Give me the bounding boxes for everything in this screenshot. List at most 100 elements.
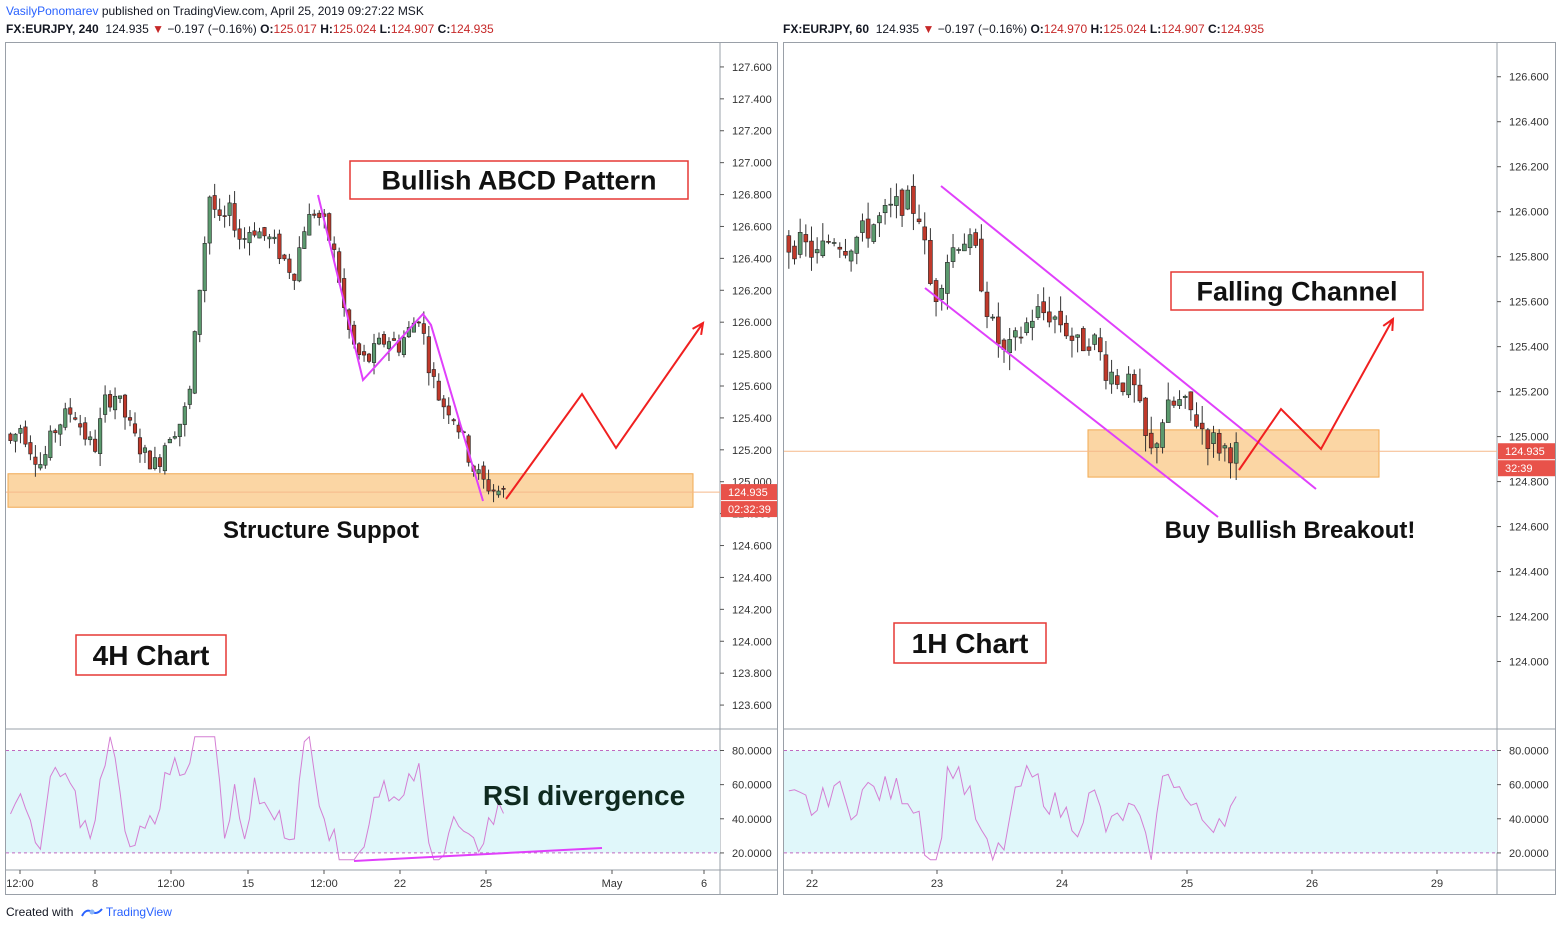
candle-body [357,343,362,355]
high-label: H: [320,22,333,36]
candle-body [367,353,372,362]
candle-body [277,233,282,260]
candle-body [257,231,262,239]
price-tick-label: 124.800 [1509,477,1549,489]
price-tick-label: 125.600 [1509,297,1549,309]
candle-body [312,213,317,216]
candle-body [272,236,277,240]
candle-body [1041,301,1046,314]
projection-arrow-head [692,321,705,336]
time-tick-label: 24 [1056,878,1068,890]
candle-body [73,417,78,420]
candle-body [899,189,905,216]
candle-body [446,405,451,416]
candle-body [481,465,486,480]
candle-body [486,479,491,492]
candle-body [332,243,337,250]
label-1h-chart-box [893,622,1047,664]
last-price-tag-text: 124.935 [728,487,768,499]
price-tick-label: 125.200 [732,445,772,457]
channel-lower-line [924,287,1219,518]
candle-body [386,341,392,349]
rsi-tick-label: 40.0000 [1509,814,1549,826]
low-label: L: [1149,22,1162,36]
projection-arrow [505,322,704,500]
candle-body [996,316,1001,345]
open-label: O: [260,22,274,36]
candle-body [297,247,302,282]
candle-body [217,209,222,216]
candle-body [381,334,387,345]
publish-header: VasilyPonomarev published on TradingView… [6,4,424,18]
rsi-band [784,750,1497,853]
rsi-line [10,735,504,861]
time-tick-label: 26 [1306,878,1318,890]
tradingview-link[interactable]: TradingView [105,905,172,919]
author-link[interactable]: VasilyPonomarev [6,4,99,18]
candle-body [68,407,73,415]
candle-body [182,406,187,425]
time-tick-label: 25 [1181,878,1193,890]
rsi-tick-label: 40.0000 [732,814,772,826]
candle-body [962,243,967,252]
low-value: 124.907 [1161,22,1205,36]
price-tick-label: 125.800 [1509,252,1549,264]
candle-body [222,215,227,217]
candle-body [426,336,431,374]
chart-panel-1h[interactable]: 126.600 126.400 126.200 126.000 125.800 125.6… [783,42,1556,895]
candle-body [122,394,128,418]
candle-body [192,331,197,394]
footer: Created with TradingView [6,905,172,919]
price-tick-label: 124.200 [732,604,772,616]
candle-body [922,226,928,241]
countdown-tag [721,501,777,518]
candle-body [267,236,272,240]
candle-body [882,205,888,214]
candle-body [252,230,257,236]
candle-body [63,408,68,428]
candle-body [803,234,809,243]
price-tick-label: 124.200 [1509,612,1549,624]
candle-body [237,228,242,240]
chart-4h-svg[interactable]: 127.600 127.400 127.200 127.000 126.800 126.6… [6,43,777,894]
price-change: −0.197 (−0.16%) [937,22,1028,36]
time-tick-label: 8 [92,878,98,890]
candle-body [1188,391,1194,411]
label-4h-chart: 4H Chart [93,640,210,671]
high-value: 125.024 [1103,22,1147,36]
time-tick-label: 25 [480,878,492,890]
candle-body [118,395,123,399]
open-value: 125.017 [273,22,317,36]
time-tick-label: 12:00 [157,878,185,890]
candle-body [1109,371,1114,385]
candle-body [950,247,956,262]
chart-1h-svg[interactable]: 126.600 126.400 126.200 126.000 125.800 125.6… [784,43,1555,894]
price-tick-label: 127.000 [732,158,772,170]
low-value: 124.907 [390,22,435,36]
candle-body [456,424,461,433]
candle-body [1114,375,1120,385]
candle-body [1064,322,1069,337]
candle-body [207,196,212,244]
candle-body [1171,400,1177,406]
candle-body [157,457,162,467]
candle-body [137,437,143,455]
candle-body [232,203,237,231]
candle-body [1194,414,1199,427]
chart-panel-4h[interactable]: 127.600 127.400 127.200 127.000 126.800 126.6… [5,42,778,895]
candle-body [837,246,843,250]
close-label: C: [437,22,451,36]
last-price-tag-text: 124.935 [1505,446,1545,458]
countdown-tag [1498,460,1555,477]
candle-body [888,203,894,206]
candle-body [172,436,177,439]
candle-body [441,398,446,408]
price-tick-label: 125.400 [1509,342,1549,354]
price-tick-label: 124.400 [732,572,772,584]
label-abcd-pattern-box [349,160,689,200]
support-zone [7,473,694,508]
candle-body [820,240,826,257]
candle-body [416,321,421,324]
price-tick-label: 124.600 [1509,522,1549,534]
label-structure-support: Structure Suppot [223,517,419,544]
